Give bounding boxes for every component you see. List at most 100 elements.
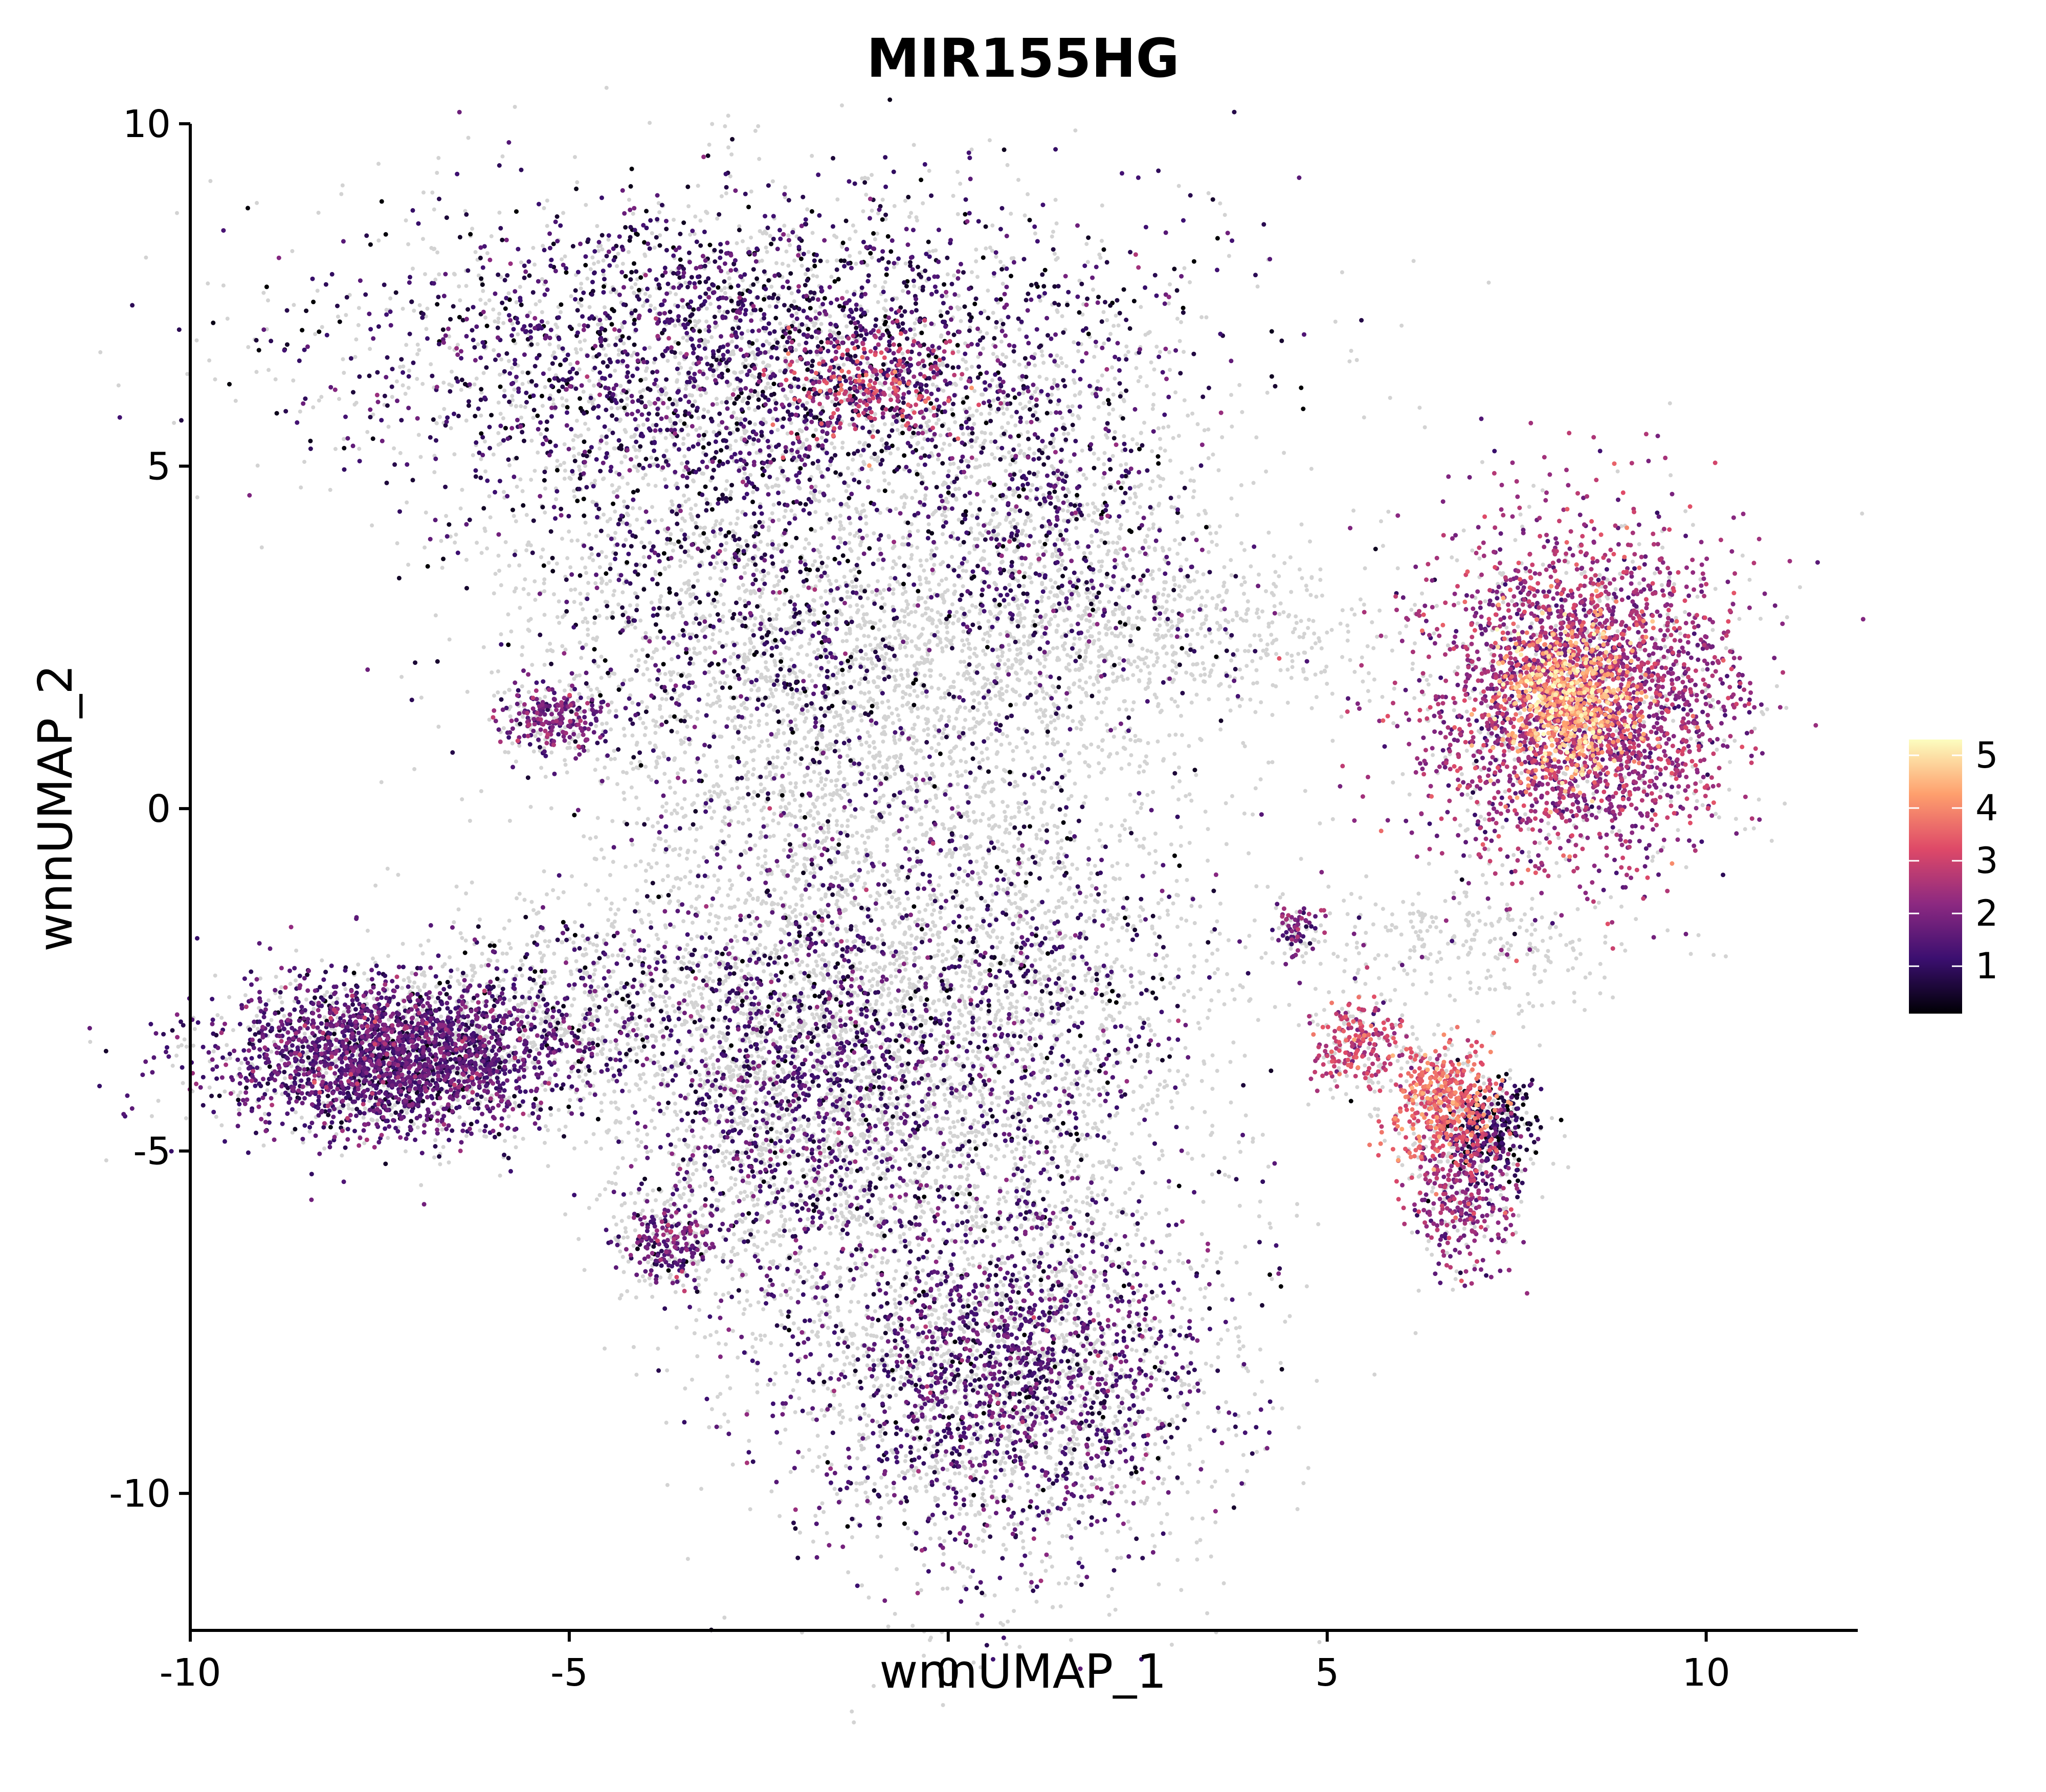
background-point [654,765,658,769]
background-point [699,825,703,830]
background-point [855,610,859,614]
background-point [618,384,622,388]
background-point [195,339,199,343]
background-point [964,475,968,479]
background-point [732,388,736,392]
background-point [715,561,719,565]
background-point [1044,377,1049,381]
background-point [935,546,939,550]
background-point [764,232,768,236]
background-point [790,545,794,549]
background-point [1145,384,1149,388]
background-point [1066,432,1070,436]
background-point [690,393,694,397]
background-point [531,246,535,250]
background-point [560,257,564,261]
background-point [594,638,598,642]
background-point [848,237,852,241]
background-point [1162,587,1166,591]
background-point [1067,543,1071,547]
background-point [586,696,590,700]
background-point [765,713,769,717]
background-point [1157,502,1161,506]
background-point [813,510,817,514]
background-point [681,336,685,340]
background-point [474,250,478,254]
background-point [776,607,781,611]
background-point [479,457,483,461]
background-point [497,569,501,573]
background-point [982,557,986,562]
background-point [1161,549,1165,553]
background-point [1324,665,1328,669]
background-point [1087,513,1091,518]
background-point [731,745,735,749]
background-point [899,753,903,757]
background-point [1111,393,1116,397]
background-point [969,526,973,530]
background-point [742,740,746,744]
background-point [543,695,547,699]
background-point [585,620,589,624]
background-point [913,333,917,337]
background-point [483,469,487,474]
background-point [800,264,804,268]
background-point [703,792,707,796]
background-point [742,764,746,768]
background-point [981,346,985,350]
background-point [829,582,833,586]
background-point [749,190,753,194]
background-point [655,636,659,640]
background-point [927,522,931,526]
background-point [1000,425,1004,430]
background-point [973,646,977,651]
background-point [1190,412,1194,416]
background-point [643,292,648,296]
background-point [1091,519,1095,523]
background-point [862,634,866,638]
background-point [873,766,877,770]
background-point [682,494,686,498]
background-point [837,765,841,769]
background-point [816,810,820,814]
background-point [866,176,870,181]
background-point [578,592,582,596]
background-point [926,424,930,428]
background-point [962,630,966,634]
background-point [426,307,430,311]
background-point [678,564,682,568]
background-point [1114,645,1118,649]
background-point [958,182,962,186]
background-point [955,770,959,774]
background-point [858,543,862,547]
background-point [954,716,958,721]
background-point [842,575,847,579]
background-point [1218,524,1222,528]
background-point [1078,945,1082,949]
background-point [432,247,436,251]
background-point [944,497,948,501]
background-point [1016,837,1020,841]
background-point [694,521,698,525]
background-point [1427,682,1431,686]
background-point [1101,476,1105,480]
background-point [1007,602,1011,606]
background-point [842,777,847,781]
background-point [1266,760,1271,765]
background-point [724,541,728,545]
background-point [814,498,818,502]
background-point [970,603,974,608]
background-point [998,610,1003,614]
background-point [760,259,764,263]
background-point [941,731,945,735]
background-point [726,716,730,721]
background-point [976,523,981,527]
background-point [742,653,746,657]
background-point [1083,655,1087,659]
background-point [401,307,405,311]
background-point [1238,667,1242,671]
background-point [1005,407,1009,411]
background-point [617,348,621,352]
background-point [1253,633,1257,637]
background-point [947,469,951,473]
